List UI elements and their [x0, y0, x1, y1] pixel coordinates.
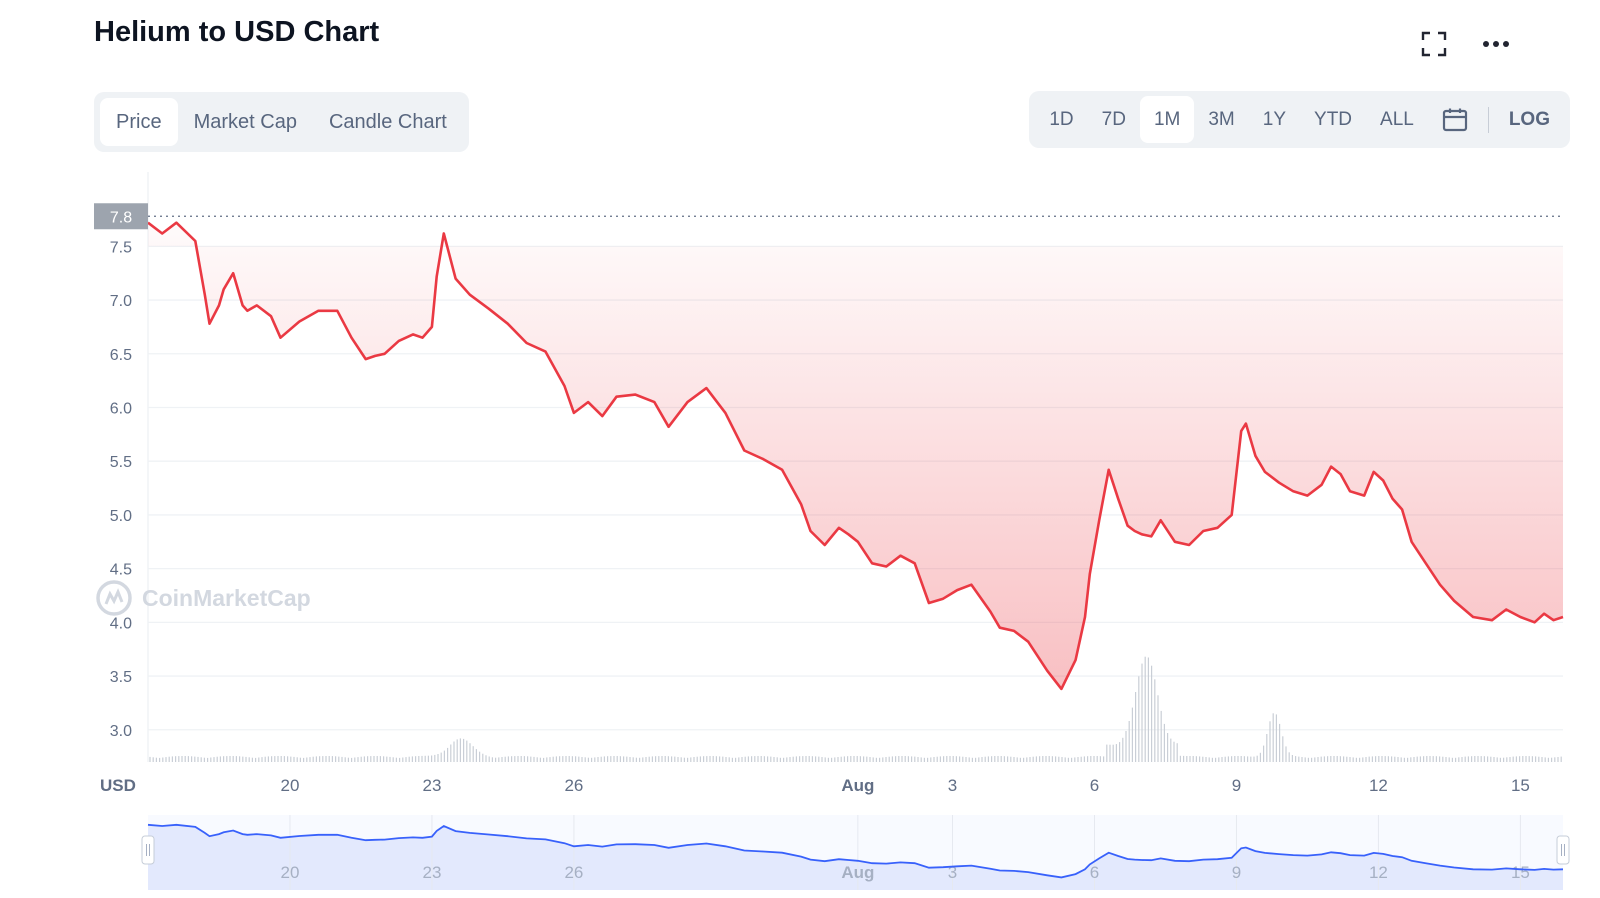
log-toggle[interactable]: LOG: [1508, 108, 1550, 130]
time-range-selector: 1D 7D 1M 3M 1Y YTD ALL LOG: [1029, 91, 1570, 148]
x-tick-label: 3: [948, 776, 957, 795]
x-tick-label: 26: [564, 776, 583, 795]
y-tick-label: 5.0: [110, 508, 132, 525]
y-tick-label: 6.5: [110, 347, 132, 364]
y-tick-label: 4.5: [110, 562, 132, 579]
y-axis: 7.5 7.0 6.5 6.0 5.5 5.0 4.5 4.0 3.5 3.0 7.8: [94, 203, 148, 740]
range-3m[interactable]: 3M: [1208, 108, 1235, 130]
more-icon[interactable]: [1476, 24, 1516, 64]
navigator-tick-label: 9: [1232, 863, 1241, 882]
navigator-tick-label: 6: [1090, 863, 1099, 882]
range-all[interactable]: ALL: [1380, 108, 1414, 130]
x-axis: 20 23 26 Aug 3 6 9 12 15 USD: [100, 776, 1530, 795]
range-7d[interactable]: 7D: [1101, 108, 1126, 130]
watermark: CoinMarketCap: [96, 580, 311, 616]
y-tick-label: 6.0: [110, 400, 132, 417]
tab-price[interactable]: Price: [100, 98, 178, 146]
x-tick-label: Aug: [841, 776, 874, 795]
current-price-label: 7.8: [110, 209, 132, 226]
range-ytd[interactable]: YTD: [1314, 108, 1353, 130]
range-divider: [1487, 106, 1489, 133]
tab-market-cap[interactable]: Market Cap: [193, 110, 297, 133]
current-price-badge: [94, 203, 148, 230]
chart-type-tabs: Price Market Cap Candle Chart: [94, 92, 469, 152]
calendar-icon[interactable]: [1428, 96, 1482, 143]
y-tick-label: 4.0: [110, 615, 132, 632]
price-area-fill: [148, 222, 1563, 689]
watermark-text: CoinMarketCap: [142, 585, 311, 611]
y-axis-unit: USD: [100, 776, 136, 795]
navigator-tick-label: 23: [422, 863, 441, 882]
navigator-area: [148, 824, 1563, 890]
x-tick-label: 20: [281, 776, 300, 795]
tab-candle-chart[interactable]: Candle Chart: [328, 110, 447, 133]
navigator-handle-left[interactable]: [141, 835, 155, 865]
price-area: [147, 221, 1564, 691]
navigator-tick-label: Aug: [841, 863, 874, 882]
y-tick-label: 3.0: [110, 723, 132, 740]
navigator[interactable]: 20 23 26 Aug 3 6 9 12 15: [141, 815, 1570, 890]
volume-bars: [149, 656, 1562, 762]
navigator-handle-right[interactable]: [1556, 835, 1570, 865]
navigator-tick-label: 20: [281, 863, 300, 882]
range-1m[interactable]: 1M: [1139, 96, 1195, 143]
price-line: [147, 221, 1564, 691]
navigator-tick-label: 26: [564, 863, 583, 882]
x-tick-label: 6: [1090, 776, 1099, 795]
navigator-line: [147, 823, 1564, 879]
x-tick-label: 9: [1232, 776, 1241, 795]
navigator-tick-label: 12: [1369, 863, 1388, 882]
x-tick-label: 23: [422, 776, 441, 795]
x-tick-label: 12: [1369, 776, 1388, 795]
y-tick-label: 5.5: [110, 454, 132, 471]
range-1d[interactable]: 1D: [1049, 108, 1074, 130]
y-tick-label: 3.5: [110, 669, 132, 686]
page-title: Helium to USD Chart: [94, 16, 380, 48]
fullscreen-icon[interactable]: [1414, 24, 1454, 64]
y-tick-label: 7.5: [110, 239, 132, 256]
x-tick-label: 15: [1511, 776, 1530, 795]
range-1y[interactable]: 1Y: [1262, 108, 1287, 130]
navigator-tick-label: 15: [1511, 863, 1530, 882]
y-tick-label: 7.0: [110, 293, 132, 310]
navigator-tick-label: 3: [948, 863, 957, 882]
